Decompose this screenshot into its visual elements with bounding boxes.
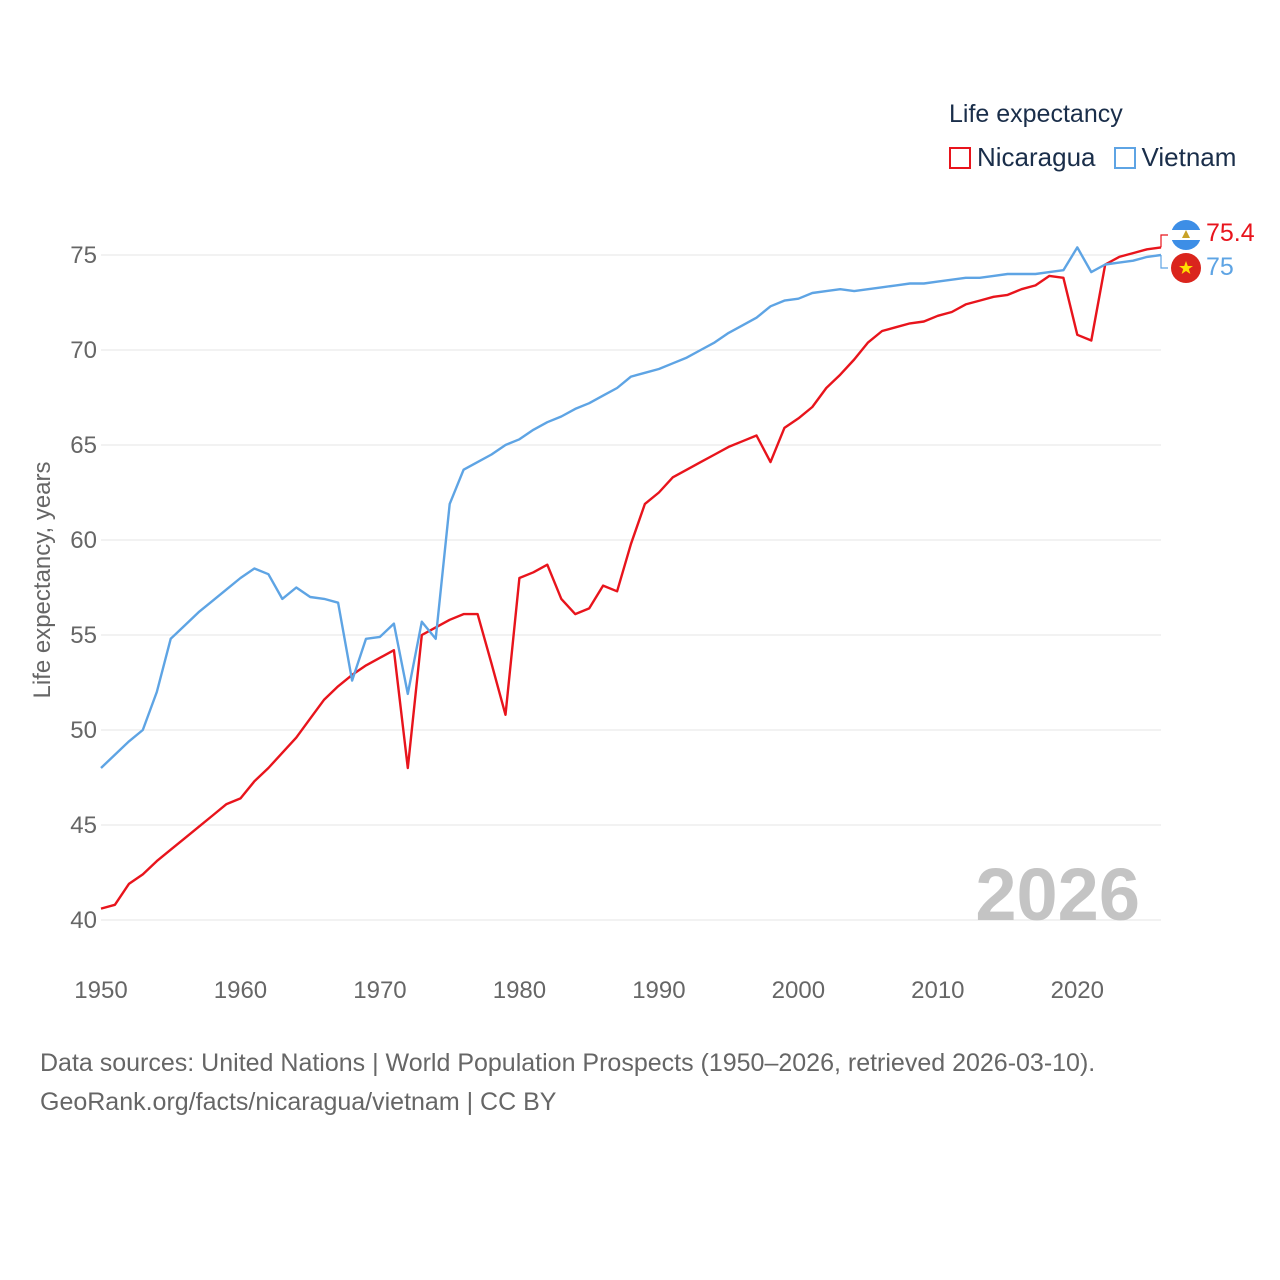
legend-swatch-vietnam: [1113, 146, 1136, 169]
y-tick-label-70: 70: [70, 337, 97, 364]
y-tick-label-40: 40: [70, 907, 97, 934]
y-tick-label-55: 55: [70, 622, 97, 649]
y-tick-label-60: 60: [70, 527, 97, 554]
series-line-vietnam: [100, 246, 1162, 769]
vietnam-end-value: 75: [1206, 253, 1234, 281]
legend-label-vietnam: Vietnam: [1141, 142, 1237, 172]
nicaragua-flag-icon: [1171, 220, 1201, 250]
vietnam-leader-line: [1160, 255, 1168, 269]
y-tick-label-75: 75: [70, 242, 97, 269]
x-tick-label-1980: 1980: [493, 977, 546, 1004]
source-line-1: Data sources: United Nations | World Pop…: [40, 1049, 1096, 1077]
x-tick-label-2000: 2000: [772, 977, 825, 1004]
y-axis-label: Life expectancy, years: [29, 461, 56, 698]
x-tick-label-1950: 1950: [74, 977, 127, 1004]
nicaragua-end-value: 75.4: [1206, 219, 1255, 247]
y-tick-label-45: 45: [70, 812, 97, 839]
y-tick-label-65: 65: [70, 432, 97, 459]
series-lines: [100, 246, 1162, 910]
y-axis-ticks: 40 45 50 55 60 65 70 75: [70, 242, 97, 934]
x-tick-label-1960: 1960: [214, 977, 267, 1004]
legend-title: Life expectancy: [949, 100, 1123, 128]
x-tick-label-2020: 2020: [1051, 977, 1104, 1004]
vietnam-flag-icon: [1171, 253, 1201, 283]
source-line-2: GeoRank.org/facts/nicaragua/vietnam | CC…: [40, 1088, 557, 1116]
legend-item-nicaragua[interactable]: Nicaragua: [949, 142, 1096, 173]
end-labels: 75.4 75: [1160, 219, 1255, 283]
x-tick-label-2010: 2010: [911, 977, 964, 1004]
x-tick-label-1990: 1990: [632, 977, 685, 1004]
legend-swatch-nicaragua: [949, 146, 971, 169]
y-tick-label-50: 50: [70, 717, 97, 744]
nicaragua-leader-line: [1160, 234, 1168, 248]
legend: Nicaragua Vietnam: [949, 142, 1254, 173]
x-tick-label-1970: 1970: [353, 977, 406, 1004]
series-line-nicaragua: [100, 246, 1162, 910]
data-source-note: Data sources: United Nations | World Pop…: [40, 1044, 1095, 1122]
legend-item-vietnam[interactable]: Vietnam: [1113, 142, 1237, 173]
gridlines: [101, 254, 1161, 921]
x-axis-ticks: 1950 1960 1970 1980 1990 2000 2010 2020: [74, 977, 1104, 1004]
legend-label-nicaragua: Nicaragua: [977, 142, 1096, 172]
year-watermark: 2026: [975, 853, 1140, 936]
